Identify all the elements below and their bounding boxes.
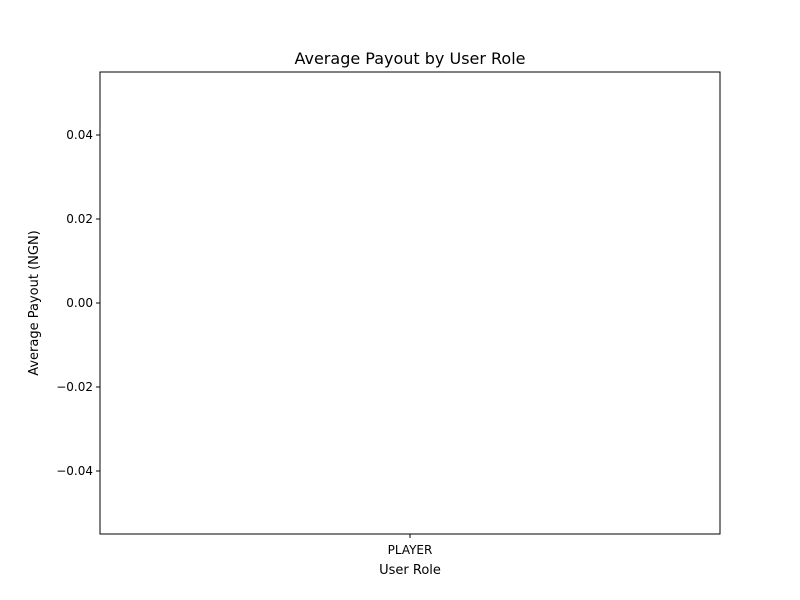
- x-axis: PLAYER: [388, 534, 433, 557]
- y-tick-label: 0.00: [66, 296, 93, 310]
- y-axis: 0.04 0.02 0.00 −0.02 −0.04: [56, 128, 100, 478]
- y-tick-label: 0.04: [66, 128, 93, 142]
- x-tick-label: PLAYER: [388, 543, 433, 557]
- chart-title: Average Payout by User Role: [294, 49, 525, 68]
- y-tick-label: −0.04: [56, 464, 93, 478]
- y-tick-label: −0.02: [56, 380, 93, 394]
- x-axis-label: User Role: [379, 563, 441, 578]
- y-tick-label: 0.02: [66, 212, 93, 226]
- y-axis-label: Average Payout (NGN): [27, 230, 42, 376]
